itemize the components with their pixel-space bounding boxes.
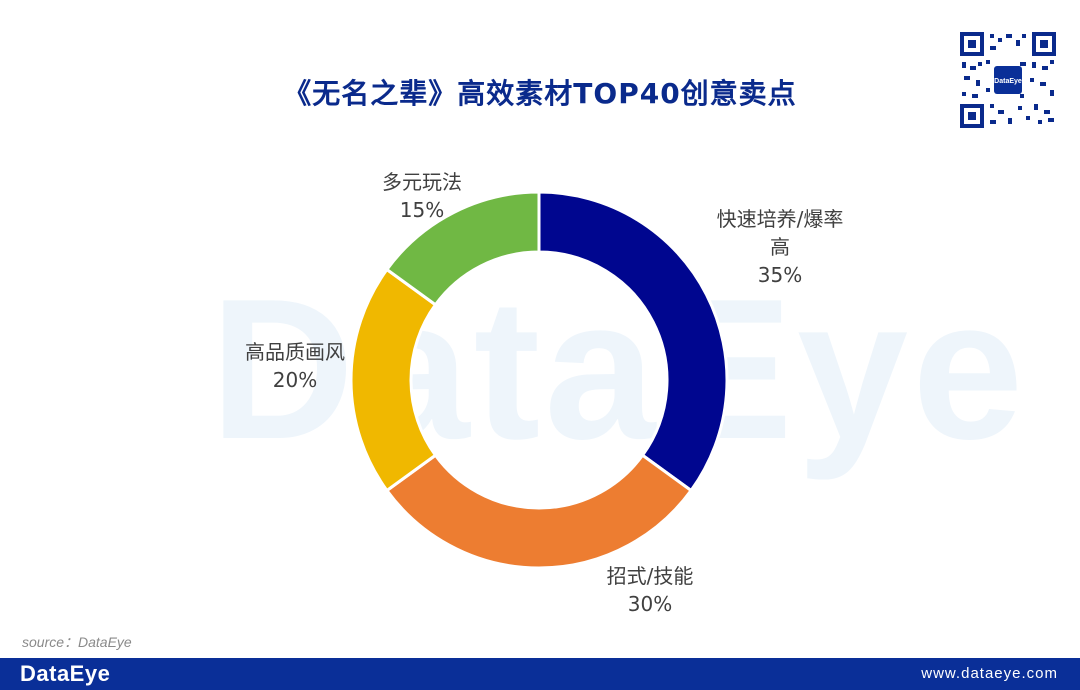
slice-label-4-line-1: 多元玩法 [382,170,462,194]
donut-slice-4 [384,190,541,307]
donut-slice-1 [537,190,729,493]
slice-label-4: 多元玩法 15% [352,168,492,224]
qr-code: DataEye [960,32,1056,128]
footer-bar: DataEye www.dataeye.com [0,658,1080,690]
chart-title: 《无名之辈》高效素材TOP40创意卖点 [283,77,797,110]
footer-url: www.dataeye.com [921,665,1058,682]
slice-label-1-line-2: 高 [770,235,790,259]
slice-label-2: 招式/技能 30% [580,562,720,618]
qr-logo-text: DataEye [994,78,1022,85]
slice-label-2-value: 30% [627,592,673,616]
slice-label-2-line-1: 招式/技能 [606,564,694,588]
slice-label-1-value: 35% [757,263,803,287]
source-note: source：DataEye [22,634,132,650]
slice-label-1: 快速培养/爆率 高 35% [690,205,870,289]
slice-label-3: 高品质画风 20% [220,338,370,394]
slice-label-3-value: 20% [272,368,318,392]
slice-label-3-line-1: 高品质画风 [245,340,345,364]
dataeye-watermark: DataEye [210,258,1028,481]
footer-brand-logo: DataEye [20,661,111,686]
slice-label-1-line-1: 快速培养/爆率 [716,207,844,231]
slice-label-4-value: 15% [399,198,445,222]
donut-slice-2 [384,453,694,570]
